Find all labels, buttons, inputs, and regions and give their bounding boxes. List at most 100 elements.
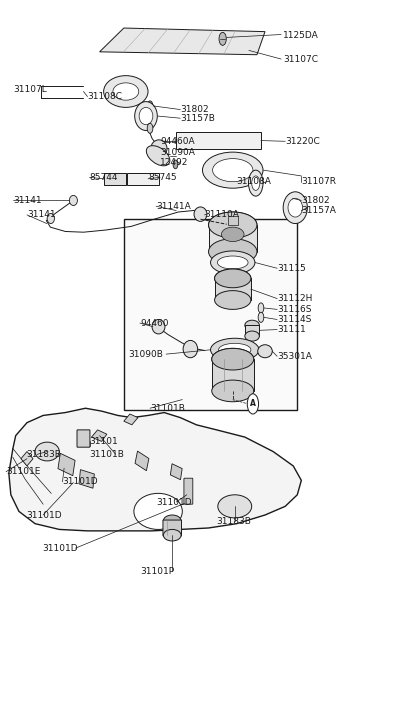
- Bar: [103, 173, 126, 185]
- Ellipse shape: [218, 495, 252, 518]
- Ellipse shape: [146, 145, 170, 166]
- Polygon shape: [124, 414, 138, 425]
- Bar: [127, 173, 160, 185]
- Ellipse shape: [194, 207, 207, 222]
- Ellipse shape: [212, 348, 254, 370]
- Text: 31108A: 31108A: [237, 177, 272, 186]
- Bar: [245, 325, 259, 336]
- Polygon shape: [135, 451, 149, 470]
- Circle shape: [147, 124, 153, 133]
- Ellipse shape: [215, 269, 251, 288]
- Text: 31183B: 31183B: [217, 517, 252, 526]
- Ellipse shape: [135, 102, 157, 130]
- Bar: [212, 359, 254, 391]
- Text: A: A: [250, 399, 256, 409]
- Text: 31141: 31141: [27, 210, 56, 220]
- Text: 94460A: 94460A: [160, 137, 195, 146]
- Ellipse shape: [245, 331, 259, 341]
- Ellipse shape: [202, 152, 263, 188]
- Text: 31157B: 31157B: [180, 113, 215, 123]
- Circle shape: [288, 194, 292, 203]
- Text: 31108C: 31108C: [88, 92, 123, 101]
- Ellipse shape: [163, 515, 181, 526]
- Ellipse shape: [209, 238, 257, 265]
- Text: 31107R: 31107R: [301, 177, 336, 186]
- Circle shape: [258, 303, 264, 313]
- Ellipse shape: [152, 319, 165, 334]
- Text: 31802: 31802: [180, 105, 209, 114]
- Text: 85745: 85745: [148, 173, 177, 182]
- Text: 31183B: 31183B: [26, 450, 61, 459]
- Ellipse shape: [103, 76, 148, 108]
- Circle shape: [219, 33, 226, 45]
- Bar: [228, 217, 238, 225]
- Text: 12492: 12492: [160, 158, 189, 167]
- Circle shape: [173, 160, 178, 169]
- Bar: [176, 132, 261, 149]
- Ellipse shape: [215, 291, 251, 310]
- Bar: [209, 225, 257, 252]
- Text: 31101B: 31101B: [150, 403, 185, 413]
- Text: 31101D: 31101D: [63, 478, 98, 486]
- Ellipse shape: [211, 251, 255, 274]
- Text: 94460: 94460: [140, 318, 169, 328]
- Ellipse shape: [288, 198, 303, 217]
- Ellipse shape: [70, 196, 77, 206]
- Ellipse shape: [183, 340, 198, 358]
- Text: 35301A: 35301A: [277, 352, 312, 361]
- Ellipse shape: [213, 158, 253, 182]
- Ellipse shape: [221, 227, 244, 241]
- Text: 31112H: 31112H: [277, 294, 312, 303]
- Ellipse shape: [211, 338, 259, 361]
- Text: 31101D: 31101D: [26, 510, 62, 520]
- Ellipse shape: [212, 348, 254, 370]
- Circle shape: [147, 101, 153, 111]
- Circle shape: [258, 313, 264, 322]
- Ellipse shape: [113, 83, 139, 100]
- Text: 31141A: 31141A: [156, 201, 191, 211]
- Polygon shape: [9, 409, 301, 531]
- Ellipse shape: [212, 380, 254, 402]
- Text: 31115: 31115: [277, 264, 306, 273]
- Text: 31114S: 31114S: [277, 315, 312, 324]
- Text: 85744: 85744: [90, 173, 118, 182]
- Ellipse shape: [134, 494, 182, 529]
- Ellipse shape: [47, 214, 54, 223]
- FancyBboxPatch shape: [77, 430, 90, 447]
- Ellipse shape: [35, 442, 59, 461]
- Circle shape: [247, 394, 258, 414]
- Polygon shape: [21, 451, 33, 466]
- Ellipse shape: [209, 212, 257, 238]
- Circle shape: [249, 170, 263, 196]
- Text: 31107C: 31107C: [283, 55, 318, 63]
- Text: 31090A: 31090A: [160, 148, 195, 156]
- Bar: [124, 220, 297, 411]
- Polygon shape: [171, 464, 182, 480]
- Text: 31101P: 31101P: [140, 567, 174, 576]
- Text: 31111: 31111: [277, 325, 306, 334]
- Ellipse shape: [151, 140, 167, 157]
- Text: 31101D: 31101D: [42, 544, 78, 553]
- Polygon shape: [58, 454, 75, 475]
- Ellipse shape: [219, 343, 251, 356]
- Circle shape: [252, 176, 260, 190]
- Text: 1125DA: 1125DA: [283, 31, 319, 40]
- Ellipse shape: [218, 256, 248, 269]
- Text: 31802: 31802: [301, 196, 330, 205]
- Text: 31220C: 31220C: [285, 137, 320, 146]
- Text: 31101D: 31101D: [156, 497, 192, 507]
- Text: 31101: 31101: [90, 437, 118, 446]
- Ellipse shape: [139, 108, 153, 125]
- Text: 31116S: 31116S: [277, 305, 312, 314]
- Ellipse shape: [215, 269, 251, 288]
- Ellipse shape: [283, 192, 308, 223]
- Ellipse shape: [258, 345, 272, 358]
- Text: 31110A: 31110A: [204, 210, 239, 220]
- Bar: [215, 278, 251, 300]
- Polygon shape: [100, 28, 265, 55]
- Ellipse shape: [245, 320, 259, 330]
- FancyBboxPatch shape: [163, 520, 182, 536]
- Text: 31090B: 31090B: [128, 350, 163, 358]
- Ellipse shape: [163, 529, 181, 541]
- Polygon shape: [79, 470, 94, 489]
